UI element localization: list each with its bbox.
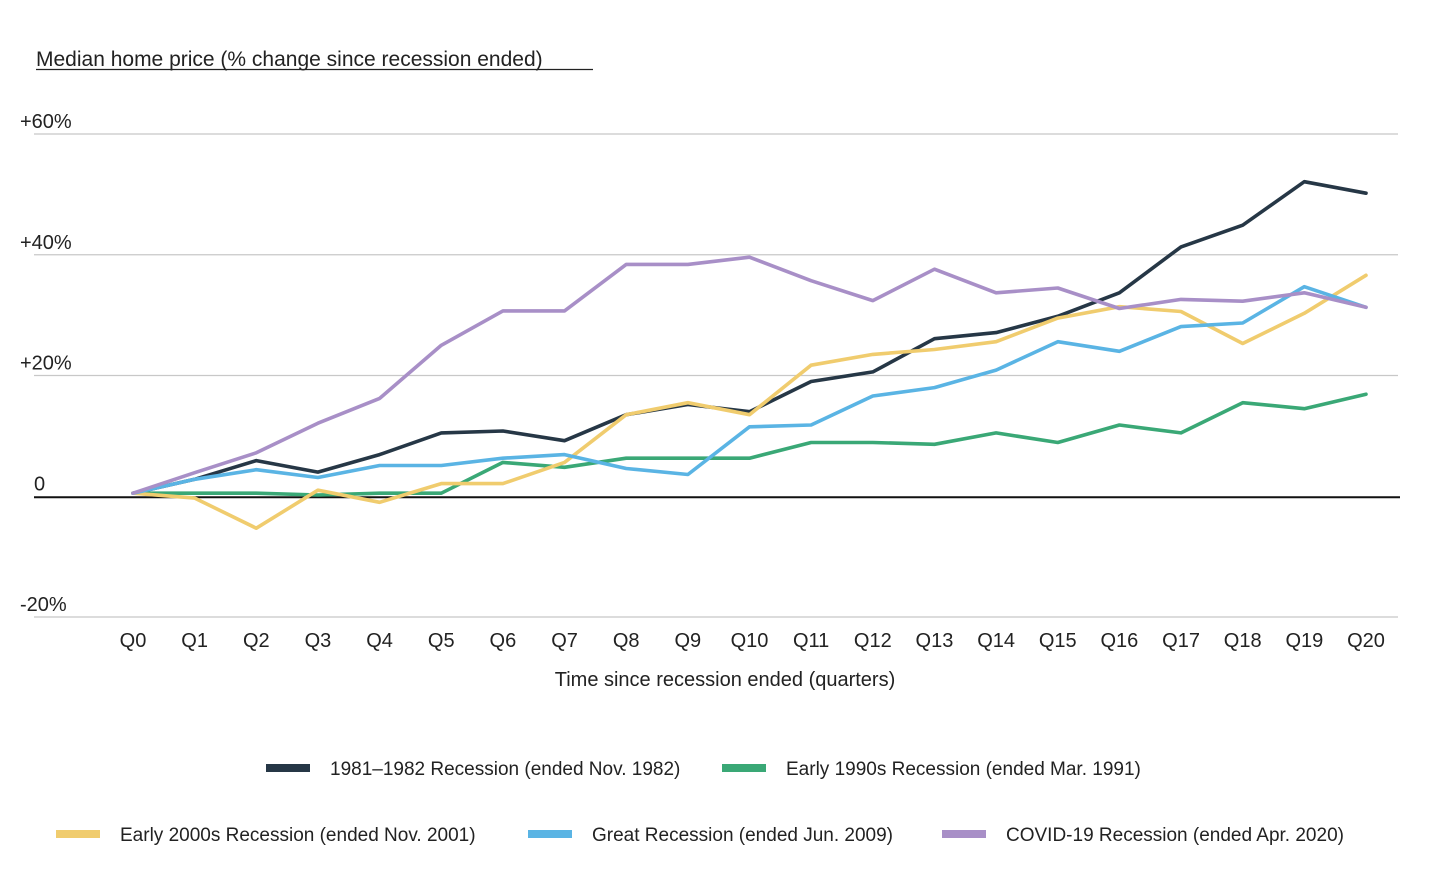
legend-item: Great Recession (ended Jun. 2009) <box>528 825 893 846</box>
x-tick-label: Q12 <box>854 630 892 652</box>
x-tick-label: Q7 <box>551 630 578 652</box>
legend-item: Early 1990s Recession (ended Mar. 1991) <box>722 759 1141 780</box>
x-axis-tick-labels: Q0 Q1 Q2 Q3 Q4 Q5 Q6 Q7 Q8 Q9 Q10 Q11 Q12 Q13 Q14 Q15 Q1… <box>120 630 1385 652</box>
series-line-5 <box>131 255 1368 496</box>
x-tick-label: Q16 <box>1100 630 1138 652</box>
legend-item: COVID-19 Recession (ended Apr. 2020) <box>942 825 1344 846</box>
x-tick-label: Q0 <box>120 630 147 652</box>
legend-label: Great Recession (ended Jun. 2009) <box>592 825 893 846</box>
legend-label: 1981–1982 Recession (ended Nov. 1982) <box>330 759 680 780</box>
series-line-1 <box>131 179 1368 496</box>
legend-item: 1981–1982 Recession (ended Nov. 1982) <box>266 759 680 780</box>
x-tick-label: Q10 <box>731 630 769 652</box>
x-tick-label: Q3 <box>305 630 332 652</box>
legend-label: COVID-19 Recession (ended Apr. 2020) <box>1006 825 1344 846</box>
x-tick-label: Q2 <box>243 630 270 652</box>
x-tick-label: Q6 <box>490 630 517 652</box>
gridlines <box>34 133 1398 618</box>
legend-swatch <box>528 830 572 838</box>
y-tick-label: -20% <box>20 594 67 616</box>
x-tick-label: Q14 <box>977 630 1015 652</box>
legend-label: Early 2000s Recession (ended Nov. 2001) <box>120 825 476 846</box>
y-tick-label: 0 <box>34 473 45 495</box>
y-tick-label: +20% <box>20 353 72 375</box>
x-tick-label: Q19 <box>1285 630 1323 652</box>
series-line-3 <box>131 273 1368 531</box>
chart-title: Median home price (% change since recess… <box>36 48 543 71</box>
x-tick-label: Q20 <box>1347 630 1385 652</box>
x-axis-label: Time since recession ended (quarters) <box>555 669 896 691</box>
x-tick-label: Q9 <box>675 630 702 652</box>
x-tick-label: Q1 <box>181 630 208 652</box>
legend-label: Early 1990s Recession (ended Mar. 1991) <box>786 759 1141 780</box>
series-line-2 <box>131 392 1368 497</box>
x-tick-label: Q8 <box>613 630 640 652</box>
x-tick-label: Q5 <box>428 630 455 652</box>
x-tick-label: Q4 <box>366 630 393 652</box>
x-tick-label: Q15 <box>1039 630 1077 652</box>
x-tick-label: Q18 <box>1224 630 1262 652</box>
y-axis-tick-labels: +60% +40% +20% 0 -20% <box>20 111 72 616</box>
y-tick-label: +40% <box>20 232 72 254</box>
legend-swatch <box>722 764 766 772</box>
series-line-4 <box>131 284 1368 496</box>
legend-swatch <box>942 830 986 838</box>
legend-swatch <box>266 764 310 772</box>
y-tick-label: +60% <box>20 111 72 133</box>
legend-swatch <box>56 830 100 838</box>
x-tick-label: Q13 <box>916 630 954 652</box>
legend-item: Early 2000s Recession (ended Nov. 2001) <box>56 825 476 846</box>
legend: 1981–1982 Recession (ended Nov. 1982) Ear… <box>56 759 1344 846</box>
x-tick-label: Q11 <box>793 630 829 652</box>
series-lines <box>131 179 1368 531</box>
x-tick-label: Q17 <box>1162 630 1200 652</box>
